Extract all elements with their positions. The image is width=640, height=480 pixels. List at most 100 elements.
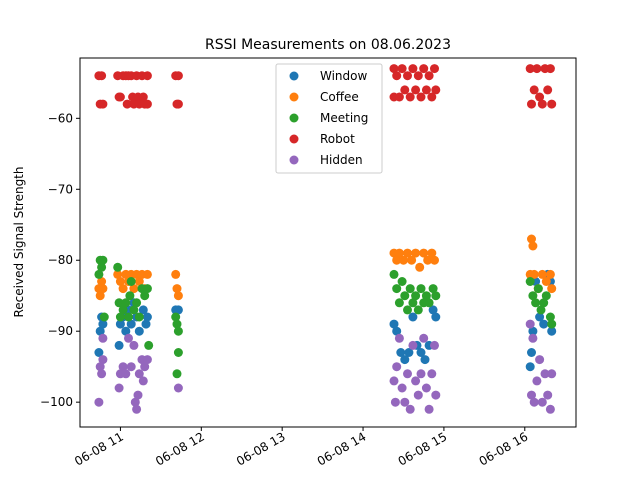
- point-robot-45: [527, 99, 536, 109]
- point-hidden-36: [427, 369, 437, 379]
- point-hidden-30: [411, 376, 421, 386]
- legend-marker-robot: [289, 134, 299, 144]
- legend-label-meeting: Meeting: [320, 111, 368, 125]
- point-coffee-21: [394, 248, 404, 258]
- point-robot-48: [535, 92, 545, 102]
- point-robot-35: [411, 85, 421, 95]
- legend-marker-window: [289, 71, 299, 81]
- point-robot-25: [173, 99, 183, 109]
- y-tick-label-0: −60: [48, 111, 73, 125]
- point-coffee-39: [547, 284, 557, 294]
- point-robot-28: [392, 71, 402, 81]
- point-hidden-39: [525, 319, 535, 329]
- point-hidden-1: [95, 362, 105, 372]
- point-robot-24: [173, 71, 183, 81]
- x-tick-label-1: 06-08 12: [153, 429, 207, 468]
- legend-marker-meeting: [289, 113, 299, 123]
- point-coffee-30: [430, 255, 439, 265]
- point-coffee-22: [399, 255, 408, 265]
- point-coffee-1: [95, 291, 105, 301]
- point-meeting-40: [431, 291, 441, 301]
- point-meeting-20: [171, 312, 181, 322]
- point-window-18: [389, 319, 399, 329]
- point-window-29: [431, 312, 441, 322]
- point-window-7: [121, 326, 131, 336]
- point-hidden-37: [430, 340, 439, 350]
- point-hidden-25: [397, 383, 407, 393]
- point-coffee-20: [392, 255, 402, 265]
- point-meeting-6: [114, 298, 124, 308]
- point-hidden-33: [419, 333, 429, 343]
- point-meeting-42: [528, 291, 538, 301]
- point-robot-34: [408, 64, 418, 74]
- point-window-28: [428, 305, 438, 315]
- x-tick-label-0: 06-08 11: [72, 429, 126, 468]
- point-robot-46: [529, 85, 539, 95]
- point-coffee-2: [97, 277, 107, 286]
- point-meeting-34: [413, 305, 423, 315]
- point-coffee-38: [545, 269, 555, 279]
- point-robot-2: [97, 71, 107, 81]
- point-hidden-40: [527, 390, 536, 400]
- point-hidden-27: [403, 369, 412, 379]
- point-meeting-41: [525, 277, 535, 286]
- point-window-21: [400, 355, 410, 365]
- point-meeting-18: [142, 284, 152, 294]
- point-robot-41: [427, 92, 437, 102]
- point-hidden-13: [132, 404, 142, 414]
- point-robot-26: [389, 64, 399, 74]
- point-meeting-32: [408, 298, 418, 308]
- point-meeting-46: [539, 298, 549, 308]
- point-window-30: [525, 362, 535, 372]
- point-robot-49: [537, 99, 547, 109]
- point-robot-21: [142, 99, 152, 109]
- point-meeting-2: [97, 262, 107, 272]
- point-hidden-10: [126, 362, 136, 372]
- point-hidden-22: [390, 397, 400, 407]
- point-coffee-4: [113, 269, 123, 279]
- point-coffee-36: [537, 269, 547, 279]
- point-hidden-19: [142, 355, 152, 365]
- point-hidden-42: [529, 397, 539, 407]
- point-window-32: [528, 326, 538, 336]
- point-meeting-17: [140, 291, 150, 301]
- point-hidden-38: [431, 390, 441, 400]
- point-meeting-38: [424, 298, 434, 308]
- point-meeting-22: [173, 326, 183, 336]
- point-window-1: [95, 326, 105, 336]
- point-window-38: [547, 326, 557, 336]
- chart-title: RSSI Measurements on 08.06.2023: [205, 37, 451, 53]
- point-hidden-29: [408, 340, 418, 350]
- point-window-0: [94, 348, 104, 357]
- point-coffee-25: [411, 248, 421, 258]
- point-meeting-47: [541, 291, 551, 301]
- point-meeting-15: [134, 312, 144, 322]
- point-coffee-28: [423, 255, 433, 265]
- point-robot-36: [413, 71, 423, 81]
- point-meeting-7: [115, 312, 125, 322]
- point-robot-6: [115, 92, 125, 102]
- point-meeting-0: [94, 269, 104, 279]
- point-window-17: [173, 305, 183, 315]
- point-hidden-2: [97, 369, 107, 379]
- point-meeting-11: [125, 291, 135, 301]
- y-axis: −60 −70 −80 −90 −100: [40, 111, 80, 409]
- point-meeting-9: [121, 298, 131, 308]
- point-window-3: [98, 319, 108, 329]
- point-coffee-18: [173, 291, 183, 301]
- point-coffee-26: [415, 262, 425, 272]
- point-hidden-28: [405, 404, 415, 414]
- point-robot-51: [543, 85, 553, 95]
- point-robot-40: [424, 71, 434, 81]
- point-coffee-10: [129, 284, 139, 294]
- point-meeting-8: [118, 305, 128, 315]
- point-meeting-35: [416, 284, 426, 294]
- point-meeting-23: [173, 348, 183, 357]
- point-meeting-12: [126, 277, 136, 286]
- point-window-15: [142, 312, 152, 322]
- point-window-31: [527, 348, 536, 357]
- point-hidden-7: [118, 362, 128, 372]
- point-hidden-46: [540, 369, 550, 379]
- point-hidden-5: [114, 383, 124, 393]
- point-meeting-37: [421, 291, 431, 301]
